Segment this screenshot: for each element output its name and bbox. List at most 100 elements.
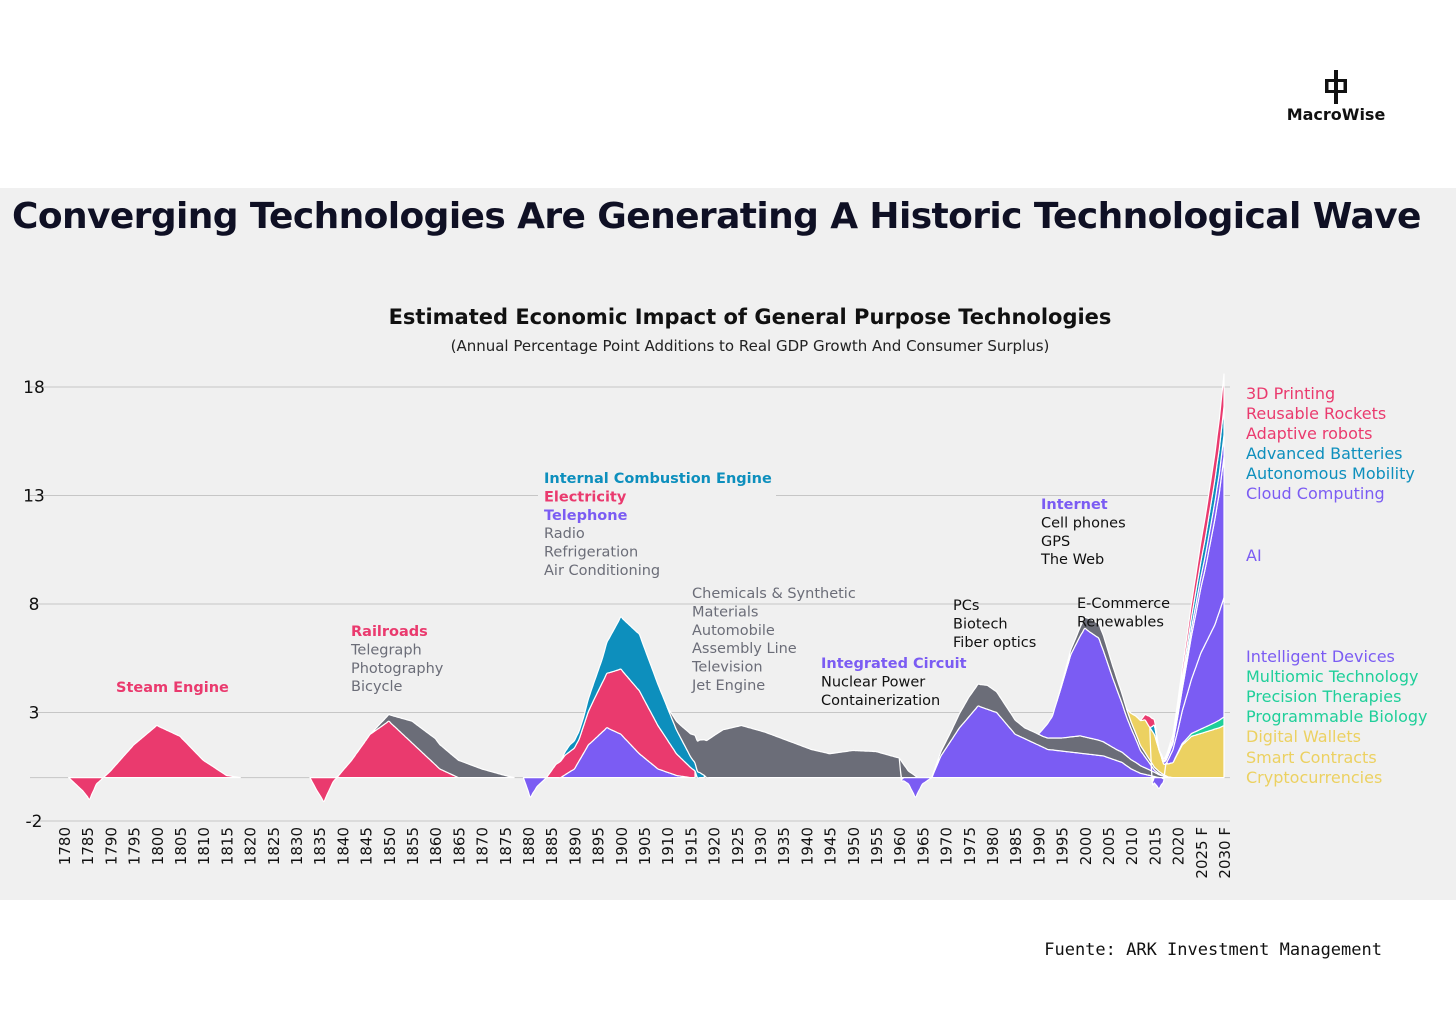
legend-item: Cryptocurrencies (1246, 768, 1382, 787)
x-tick-label: 2030 F (1216, 827, 1234, 879)
x-tick-label: 2005 (1100, 827, 1118, 865)
y-tick-label: 13 (23, 487, 45, 507)
x-tick-label: 1900 (613, 827, 631, 865)
annotation-backdrop (538, 463, 776, 581)
x-tick-label: 1940 (798, 827, 816, 865)
annotation-label: Air Conditioning (544, 563, 660, 579)
series-area-18 (1139, 373, 1225, 761)
x-tick-label: 1995 (1054, 827, 1072, 865)
annotation-label: E-Commerce (1077, 596, 1170, 612)
x-tick-label: 1980 (984, 827, 1002, 865)
annotation-label: Internet (1041, 497, 1108, 513)
annotation-label: PCs (953, 598, 979, 614)
annotation-label: Steam Engine (116, 680, 229, 696)
x-axis: 1780 1785 1790 1795 1800 1805 1810 1815 1820 1825… (56, 827, 1234, 879)
x-tick-label: 1830 (288, 827, 306, 865)
legend-item: 3D Printing (1246, 384, 1335, 403)
annotation-label: Internal Combustion Engine (544, 471, 772, 487)
x-tick-label: 2020 (1170, 827, 1188, 865)
legend-item: Reusable Rockets (1246, 404, 1386, 423)
x-tick-label: 1800 (149, 827, 167, 865)
x-tick-label: 1850 (381, 827, 399, 865)
x-tick-label: 1880 (520, 827, 538, 865)
x-tick-label: 1810 (195, 827, 213, 865)
legend-item: Digital Wallets (1246, 727, 1361, 746)
annotation-label: Cell phones (1041, 515, 1126, 531)
annotation-label: Biotech (953, 616, 1008, 632)
x-tick-label: 1865 (450, 827, 468, 865)
annotation-label: Containerization (821, 693, 940, 709)
annotation-label: Radio (544, 526, 585, 542)
x-tick-label: 1915 (682, 827, 700, 865)
x-tick-label: 1780 (56, 827, 74, 865)
macrowise-logo-icon (1325, 70, 1347, 104)
page-title: Converging Technologies Are Generating A… (12, 196, 1421, 237)
x-tick-label: 2015 (1146, 827, 1164, 865)
x-tick-label: 1970 (938, 827, 956, 865)
x-tick-label: 1925 (729, 827, 747, 865)
chart-subtitle: (Annual Percentage Point Additions to Re… (451, 337, 1050, 355)
x-tick-label: 1805 (172, 827, 190, 865)
annotation-label: Bicycle (351, 679, 403, 695)
x-tick-label: 1895 (590, 827, 608, 865)
annotation-label: Fiber optics (953, 635, 1036, 651)
x-tick-label: 1820 (242, 827, 260, 865)
x-tick-label: 2010 (1123, 827, 1141, 865)
brand-name: MacroWise (1286, 105, 1386, 124)
x-tick-label: 1860 (427, 827, 445, 865)
annotation-label: Assembly Line (692, 641, 797, 657)
x-tick-label: 1945 (822, 827, 840, 865)
x-tick-label: 1795 (126, 827, 144, 865)
annotation-label: Integrated Circuit (821, 656, 967, 672)
area-series (68, 373, 1225, 803)
annotation-label: Materials (692, 604, 758, 620)
annotation-label: Electricity (544, 489, 627, 505)
x-tick-label: 2000 (1077, 827, 1095, 865)
annotation-label: Automobile (692, 623, 775, 639)
brand-logo: MacroWise (1282, 70, 1390, 124)
annotation-label: Chemicals & Synthetic (692, 586, 856, 602)
x-tick-label: 1855 (404, 827, 422, 865)
legend-item: Multiomic Technology (1246, 667, 1418, 686)
annotations: Steam Engine Railroads Telegraph Photograph… (116, 463, 1170, 709)
annotation-label: Television (691, 660, 763, 676)
x-tick-label: 1835 (311, 827, 329, 865)
y-tick-label: 8 (29, 595, 40, 615)
annotation-label: Refrigeration (544, 545, 638, 561)
x-tick-label: 1965 (914, 827, 932, 865)
legend-item: Intelligent Devices (1246, 647, 1395, 666)
series-area-6 (559, 616, 705, 779)
annotation-label: Telegraph (350, 642, 422, 658)
x-tick-label: 1815 (218, 827, 236, 865)
x-tick-label: 2025 F (1193, 827, 1211, 879)
y-tick-label: 18 (23, 378, 45, 398)
x-tick-label: 1930 (752, 827, 770, 865)
x-tick-label: 1870 (474, 827, 492, 865)
series-area-7 (666, 706, 933, 779)
legend-item: Programmable Biology (1246, 707, 1428, 726)
annotation-label: The Web (1040, 552, 1104, 568)
y-tick-label: -2 (26, 812, 43, 832)
x-tick-label: 1785 (79, 827, 97, 865)
legend-item: Advanced Batteries (1246, 444, 1403, 463)
x-tick-label: 1955 (868, 827, 886, 865)
legend-item: Adaptive robots (1246, 424, 1372, 443)
legend-item: AI (1246, 546, 1262, 565)
source-note: Fuente: ARK Investment Management (1044, 940, 1382, 960)
x-tick-label: 1990 (1030, 827, 1048, 865)
x-tick-label: 1950 (845, 827, 863, 865)
x-tick-label: 1935 (775, 827, 793, 865)
x-tick-label: 1910 (659, 827, 677, 865)
x-tick-label: 1975 (961, 827, 979, 865)
chart-title: Estimated Economic Impact of General Pur… (389, 305, 1112, 329)
x-tick-label: 1890 (566, 827, 584, 865)
x-tick-label: 1985 (1007, 827, 1025, 865)
x-tick-label: 1875 (497, 827, 515, 865)
y-tick-label: 3 (29, 704, 40, 724)
annotation-label: Photography (351, 661, 444, 677)
y-axis: 18 13 8 3 -2 (23, 378, 45, 832)
legend-item: Smart Contracts (1246, 748, 1377, 767)
annotation-label: Jet Engine (691, 678, 765, 694)
